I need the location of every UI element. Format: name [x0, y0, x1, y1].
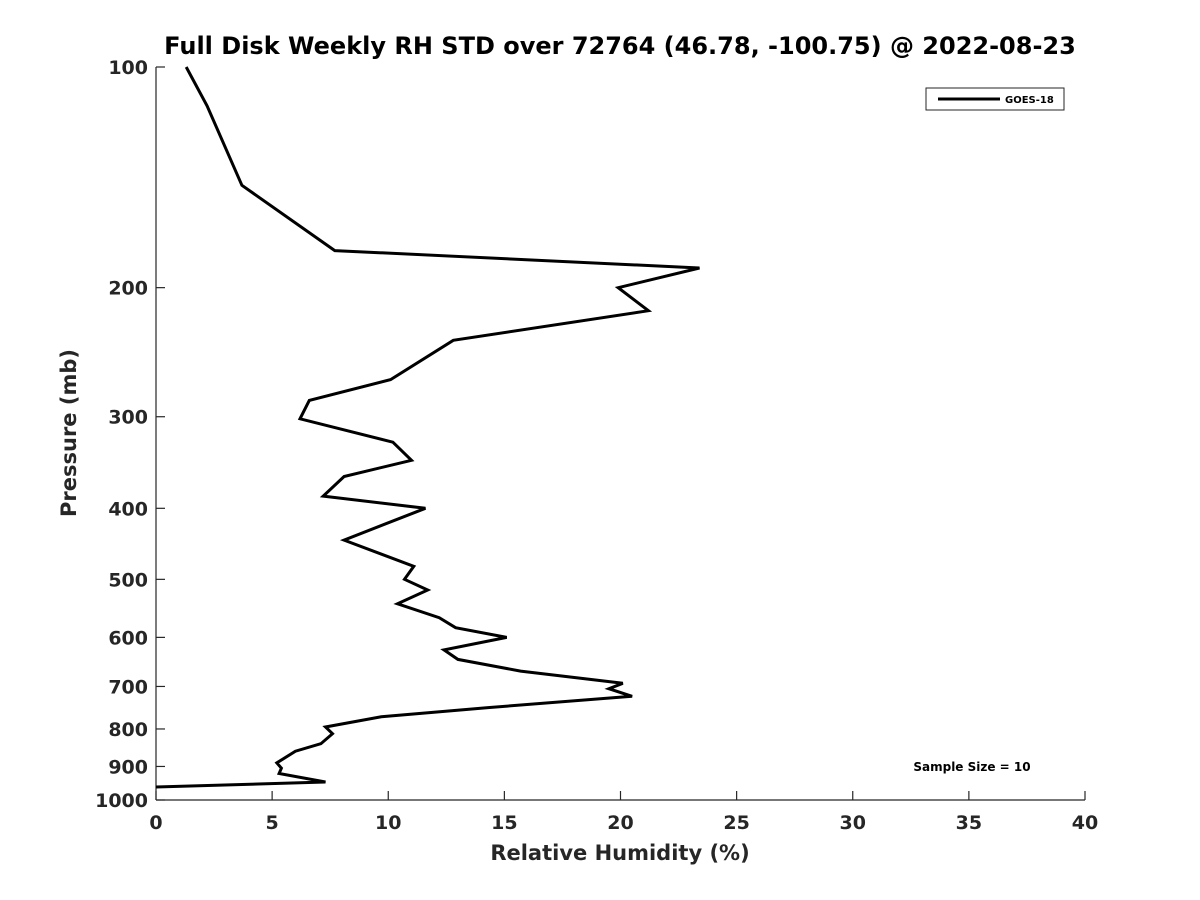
- x-ticks: 0 5 10 15 20 25 30 35 40: [149, 791, 1098, 834]
- x-tick-label: 10: [375, 812, 401, 834]
- y-axis-label: Pressure (mb): [57, 349, 81, 517]
- axes: [155, 67, 1085, 801]
- x-tick-label: 25: [723, 812, 749, 834]
- x-axis-label: Relative Humidity (%): [490, 841, 749, 865]
- y-tick-label: 100: [108, 57, 148, 79]
- y-tick-label: 1000: [95, 790, 148, 812]
- legend-label: GOES-18: [1005, 95, 1054, 106]
- y-tick-label: 300: [108, 407, 148, 429]
- x-tick-label: 35: [956, 812, 982, 834]
- y-ticks: 100 200 300 400 500 600 700 800 900 1000: [95, 57, 165, 812]
- x-tick-label: 40: [1072, 812, 1098, 834]
- chart-title: Full Disk Weekly RH STD over 72764 (46.7…: [164, 32, 1076, 60]
- x-tick-label: 30: [840, 812, 866, 834]
- sample-size-annotation: Sample Size = 10: [913, 760, 1030, 774]
- x-tick-label: 15: [491, 812, 517, 834]
- y-tick-label: 600: [108, 627, 148, 649]
- y-tick-label: 700: [108, 676, 148, 698]
- y-tick-label: 400: [108, 498, 148, 520]
- y-tick-label: 200: [108, 278, 148, 300]
- series-line-goes-18: [155, 66, 700, 789]
- x-tick-label: 0: [149, 812, 162, 834]
- y-tick-label: 800: [108, 719, 148, 741]
- legend: GOES-18: [925, 87, 1065, 111]
- y-tick-label: 500: [108, 569, 148, 591]
- x-tick-label: 20: [607, 812, 633, 834]
- x-tick-label: 5: [266, 812, 279, 834]
- y-tick-label: 900: [108, 756, 148, 778]
